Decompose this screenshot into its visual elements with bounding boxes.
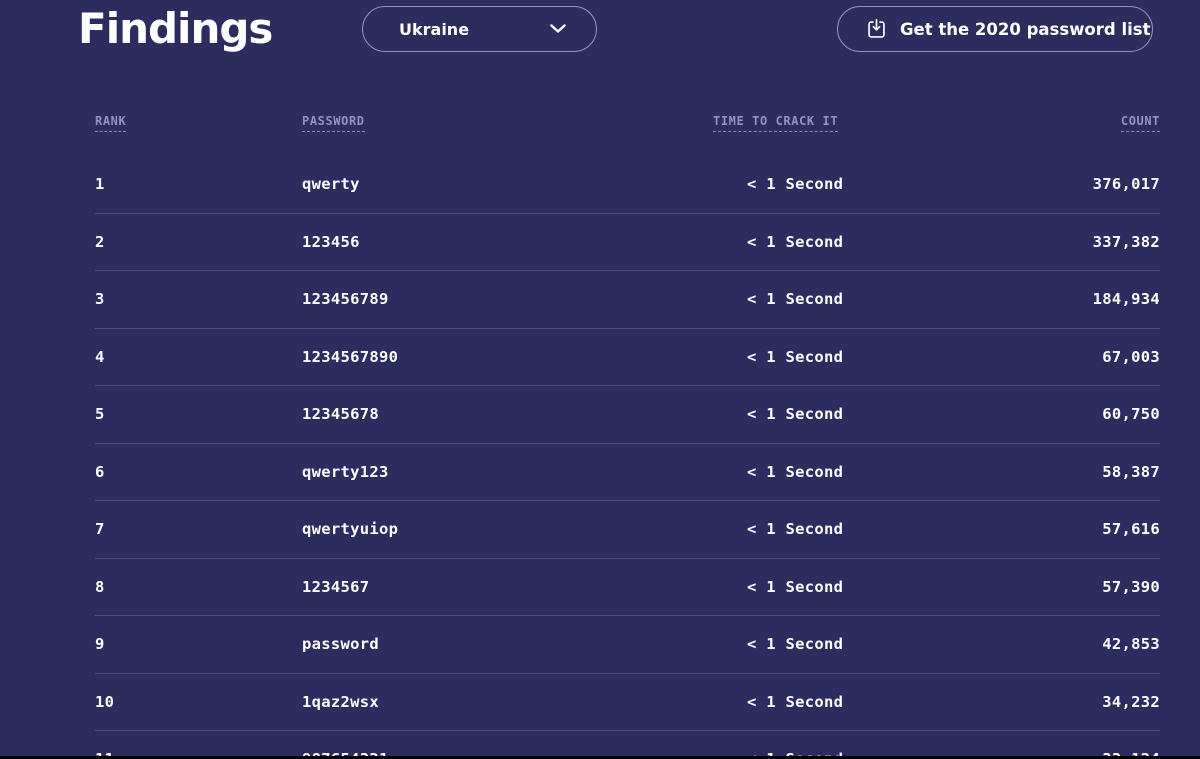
table-row: 10 1qaz2wsx < 1 Second 34,232	[95, 674, 1160, 731]
time-cell: < 1 Second	[747, 635, 844, 654]
country-dropdown-label: Ukraine	[399, 19, 470, 39]
table-header-row: RANK PASSWORD TIME TO CRACK IT COUNT	[95, 114, 1160, 132]
rank-cell: 8	[95, 577, 105, 596]
count-cell: 58,387	[1102, 462, 1160, 481]
password-cell: 1234567890	[302, 347, 399, 366]
rank-cell: 4	[95, 347, 105, 366]
table-row: 1 qwerty < 1 Second 376,017	[95, 156, 1160, 214]
rank-cell: 2	[95, 232, 105, 251]
table-row: 4 1234567890 < 1 Second 67,003	[95, 329, 1160, 386]
count-cell: 42,853	[1102, 635, 1160, 654]
country-dropdown[interactable]: Ukraine	[362, 6, 597, 52]
table-row: 2 123456 < 1 Second 337,382	[95, 214, 1160, 271]
count-cell: 376,017	[1092, 175, 1160, 194]
table-row: 3 123456789 < 1 Second 184,934	[95, 271, 1160, 329]
header-time-to-crack: TIME TO CRACK IT	[713, 114, 839, 132]
count-cell: 67,003	[1102, 347, 1160, 366]
time-cell: < 1 Second	[747, 290, 844, 309]
time-cell: < 1 Second	[747, 462, 844, 481]
count-cell: 57,390	[1102, 577, 1160, 596]
findings-table: RANK PASSWORD TIME TO CRACK IT COUNT 1 q…	[95, 114, 1160, 759]
password-cell: qwerty123	[302, 462, 389, 481]
header-count: COUNT	[1120, 114, 1160, 132]
header-rank: RANK	[95, 114, 127, 132]
rank-cell: 6	[95, 462, 105, 481]
table-row: 11 987654321 < 1 Second 33,124	[95, 731, 1160, 759]
password-cell: 1qaz2wsx	[302, 692, 380, 711]
table-row: 5 12345678 < 1 Second 60,750	[95, 386, 1160, 444]
rank-cell: 10	[95, 692, 115, 711]
time-cell: < 1 Second	[747, 577, 844, 596]
password-cell: 123456	[302, 232, 360, 251]
table-body: 1 qwerty < 1 Second 376,017 2 123456 < 1…	[95, 156, 1160, 759]
screenshot-bottom-edge	[0, 756, 1200, 759]
count-cell: 60,750	[1102, 405, 1160, 424]
password-cell: qwerty	[302, 175, 360, 194]
password-cell: password	[302, 635, 380, 654]
table-row: 8 1234567 < 1 Second 57,390	[95, 559, 1160, 616]
table-row: 7 qwertyuiop < 1 Second 57,616	[95, 501, 1160, 559]
rank-cell: 1	[95, 175, 105, 194]
rank-cell: 3	[95, 290, 105, 309]
table-row: 6 qwerty123 < 1 Second 58,387	[95, 444, 1160, 501]
rank-cell: 11	[95, 750, 302, 759]
password-cell: 987654321	[302, 750, 713, 759]
header-password: PASSWORD	[302, 114, 365, 132]
count-cell: 57,616	[1102, 520, 1160, 539]
time-cell: < 1 Second	[747, 175, 844, 194]
time-cell: < 1 Second	[747, 520, 844, 539]
page-title: Findings	[78, 4, 273, 53]
password-cell: 12345678	[302, 405, 380, 424]
password-cell: 1234567	[302, 577, 370, 596]
password-cell: 123456789	[302, 290, 389, 309]
count-cell: 34,232	[1102, 692, 1160, 711]
chevron-down-icon	[550, 24, 566, 34]
rank-cell: 9	[95, 635, 105, 654]
count-cell: 33,124	[945, 750, 1160, 759]
rank-cell: 5	[95, 405, 105, 424]
table-row: 9 password < 1 Second 42,853	[95, 616, 1160, 674]
time-cell: < 1 Second	[747, 692, 844, 711]
time-cell: < 1 Second	[747, 232, 844, 251]
time-cell: < 1 Second	[747, 405, 844, 424]
time-cell: < 1 Second	[713, 750, 945, 759]
time-cell: < 1 Second	[747, 347, 844, 366]
rank-cell: 7	[95, 520, 105, 539]
password-cell: qwertyuiop	[302, 520, 399, 539]
count-cell: 184,934	[1092, 290, 1160, 309]
download-icon	[866, 18, 887, 40]
download-list-button[interactable]: Get the 2020 password list	[837, 6, 1153, 52]
count-cell: 337,382	[1092, 232, 1160, 251]
download-button-label: Get the 2020 password list	[900, 19, 1151, 39]
